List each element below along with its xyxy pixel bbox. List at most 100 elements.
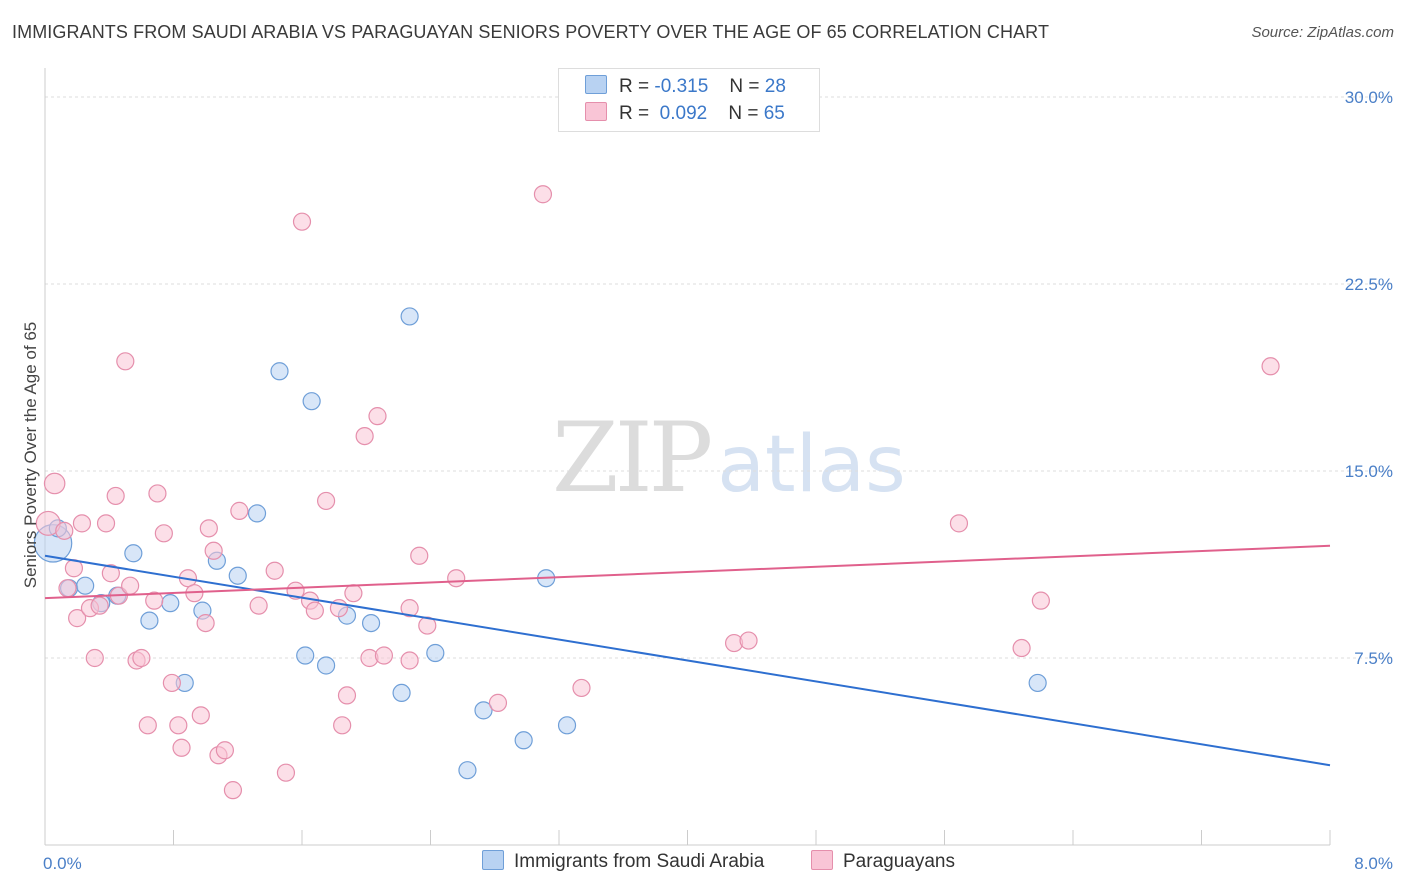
watermark-atlas: atlas (717, 420, 906, 510)
data-point (292, 212, 312, 231)
source-credit: Source: ZipAtlas.com (1251, 24, 1394, 41)
legend-n-label: N = (728, 103, 759, 124)
data-point (276, 763, 296, 782)
data-point (458, 761, 477, 780)
trend-lines (44, 544, 1331, 767)
data-point (270, 362, 289, 381)
data-point (106, 486, 125, 506)
data-point (739, 631, 758, 650)
data-point (116, 352, 135, 371)
data-point (230, 501, 249, 520)
watermark: ZIP atlas (552, 402, 906, 514)
legend-n-value-paraguayans: 65 (763, 103, 785, 124)
y-axis-label: Seniors Poverty Over the Age of 65 (21, 322, 40, 588)
data-point (215, 741, 234, 760)
data-point (96, 514, 116, 533)
data-point (68, 609, 87, 628)
data-point (533, 185, 553, 204)
data-point (392, 683, 411, 703)
data-point (132, 648, 151, 668)
y-tick-label: 30.0% (1345, 88, 1393, 107)
bottom-legend-paraguayans: Paraguayans (811, 850, 955, 873)
axis-labels: 7.5% 15.0% 22.5% 30.0% 0.0% 8.0% Seniors Pover… (21, 88, 1393, 873)
data-point (337, 686, 357, 705)
legend-swatch-blue (585, 75, 607, 94)
data-point (302, 392, 321, 411)
data-point (305, 601, 324, 620)
bottom-legend-saudi-arabia: Immigrants from Saudi Arabia (482, 850, 764, 873)
grid-lines (45, 96, 1392, 659)
axes (44, 68, 1331, 846)
bottom-legend-swatch-pink (811, 850, 833, 870)
bottom-legend-swatch-blue (482, 850, 504, 870)
data-point (161, 594, 180, 613)
data-point (333, 716, 352, 735)
data-point (400, 599, 419, 618)
data-point (296, 646, 315, 665)
data-point (400, 307, 419, 326)
data-point (148, 484, 167, 503)
data-point (368, 407, 387, 426)
data-point (140, 611, 159, 630)
data-point (223, 781, 243, 800)
legend-n-value-saudi-arabia: 28 (764, 76, 786, 97)
data-point (316, 656, 336, 675)
data-point (355, 426, 374, 446)
data-point (249, 596, 268, 615)
bottom-legend-label-saudi-arabia: Immigrants from Saudi Arabia (514, 851, 765, 872)
watermark-zip: ZIP (552, 402, 713, 514)
data-point (247, 504, 267, 523)
data-point (426, 643, 445, 663)
legend-r-value-paraguayans: 0.092 (659, 103, 708, 124)
data-point (196, 613, 215, 633)
data-point (1261, 357, 1280, 376)
trend-line-paraguayans (44, 544, 1331, 600)
data-point (145, 591, 164, 610)
data-point (138, 716, 157, 735)
data-point (43, 472, 66, 495)
legend-swatch-pink (585, 102, 607, 121)
data-point (265, 561, 284, 580)
y-tick-label: 22.5% (1345, 275, 1393, 294)
legend-r-label: R = (619, 103, 650, 124)
data-point (199, 519, 218, 538)
legend-row-paraguayans: R = 0.092 N = 65 (585, 102, 785, 128)
data-point (488, 693, 508, 712)
data-point (124, 544, 143, 563)
data-point (228, 566, 247, 585)
data-point (1031, 591, 1050, 610)
data-point (374, 646, 394, 665)
data-point (514, 731, 533, 750)
trend-line-saudi-arabia (44, 554, 1331, 767)
data-point (55, 521, 74, 540)
data-point (316, 491, 336, 511)
data-point (154, 524, 173, 543)
legend-r-label: R = (619, 76, 650, 97)
y-tick-label: 15.0% (1345, 462, 1393, 481)
data-point (557, 716, 577, 735)
series-saudi-arabia-points (33, 307, 1047, 780)
data-point (447, 569, 466, 588)
x-tick-label: 8.0% (1354, 854, 1393, 873)
data-point (76, 576, 95, 595)
bottom-legend-label-paraguayans: Paraguayans (843, 851, 955, 872)
data-point (1028, 673, 1047, 693)
data-point (410, 546, 429, 565)
legend-n-label: N = (729, 76, 760, 97)
data-point (101, 564, 120, 583)
legend-row-saudi-arabia: R = -0.315 N = 28 (585, 75, 786, 101)
data-point (474, 701, 493, 720)
data-point (344, 584, 363, 603)
data-point (85, 648, 104, 668)
correlation-legend: R = -0.315 N = 28 R = 0.092 N = 65 (558, 68, 820, 132)
data-point (72, 514, 92, 533)
data-point (572, 678, 591, 698)
x-tick-label: 0.0% (43, 854, 82, 873)
y-tick-label: 7.5% (1354, 649, 1393, 668)
legend-r-value-saudi-arabia: -0.315 (654, 76, 709, 97)
data-point (121, 576, 140, 595)
data-point (162, 673, 181, 693)
data-point (191, 706, 210, 725)
data-point (204, 541, 223, 560)
